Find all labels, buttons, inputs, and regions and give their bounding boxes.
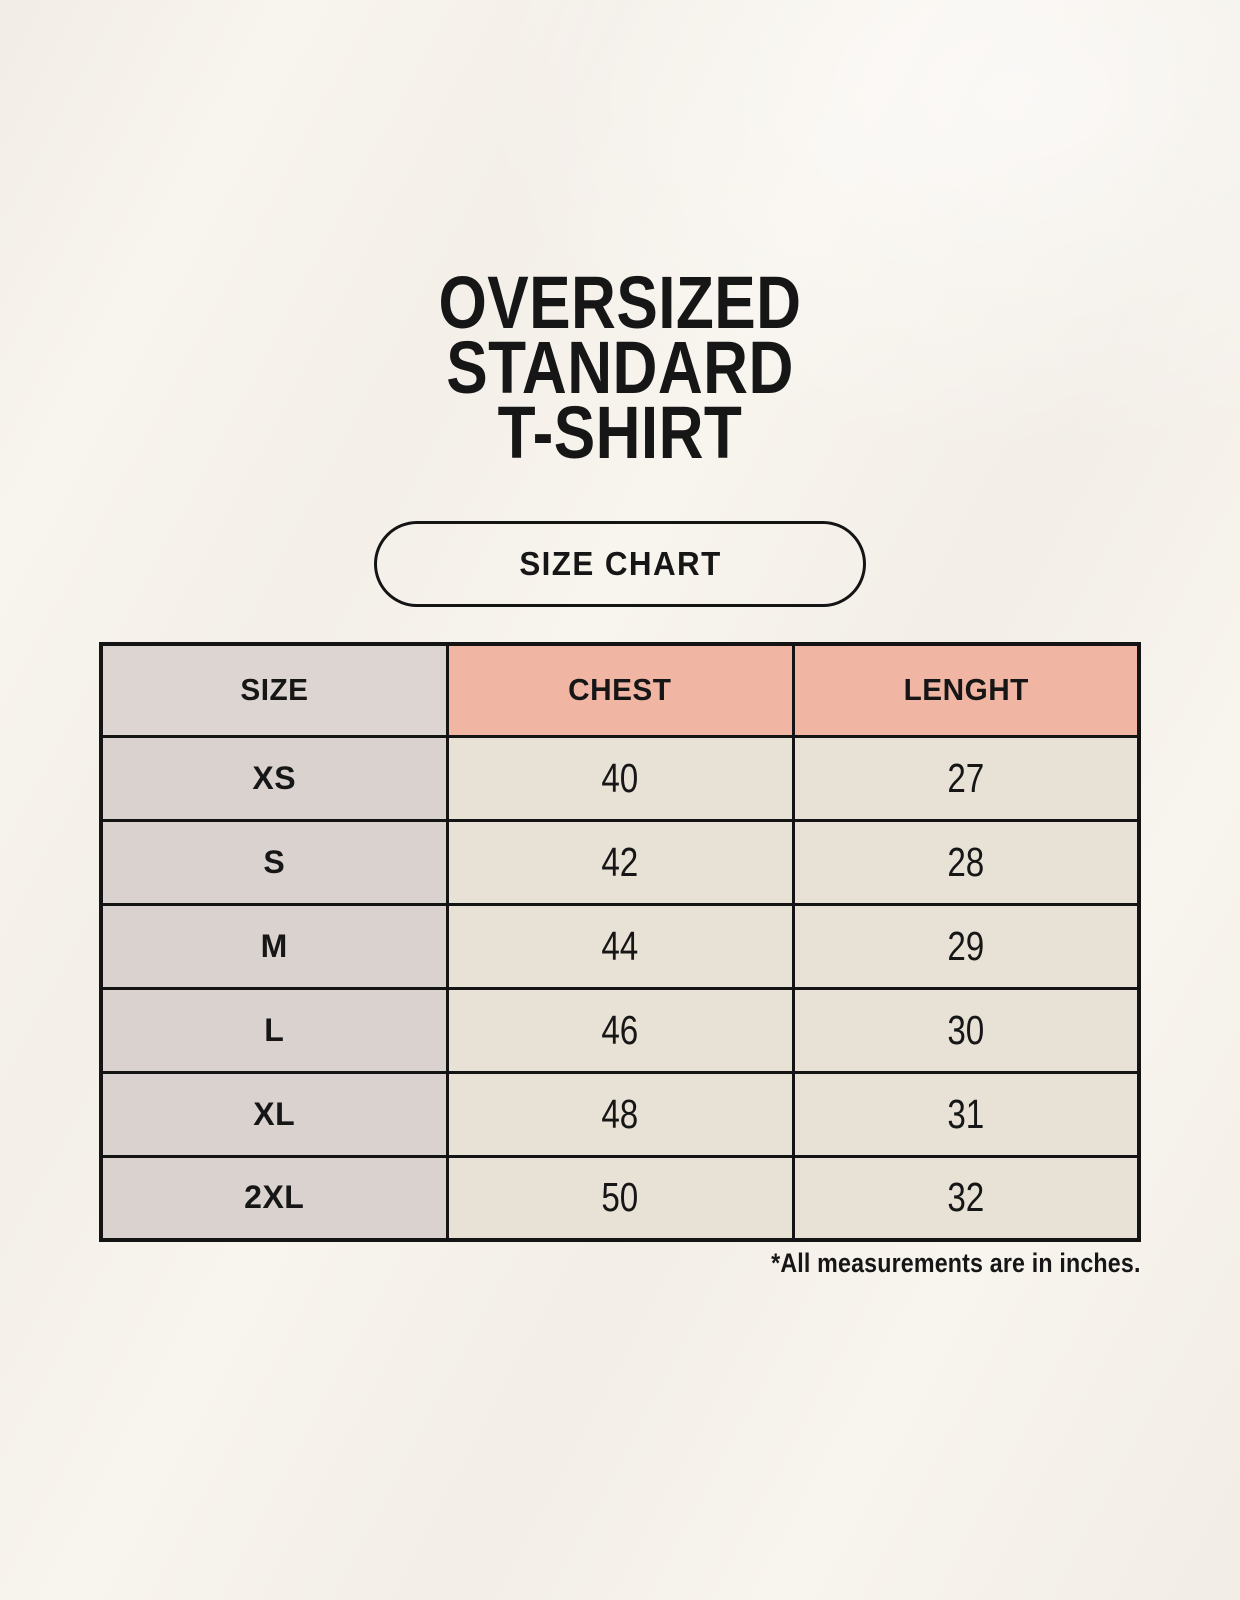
table-body: XS 40 27 S 42 28 M 44 29 L 46 30 XL 48: [99, 734, 1141, 1242]
measurements-footnote: *All measurements are in inches.: [771, 1248, 1141, 1278]
length-value: 31: [791, 1070, 1141, 1158]
chest-value: 42: [445, 818, 795, 906]
length-value: 32: [791, 1154, 1141, 1242]
length-value: 29: [791, 902, 1141, 990]
row-size-label: S: [99, 818, 449, 906]
title-line-1: OVERSIZED: [438, 261, 802, 344]
chest-value: 50: [445, 1154, 795, 1242]
title-line-2: STANDARD: [446, 326, 794, 409]
row-size-label: L: [99, 986, 449, 1074]
header-cell-size: SIZE: [99, 642, 449, 738]
table-header: SIZE CHEST LENGHT: [99, 642, 1141, 738]
table-row: L 46 30: [99, 986, 1141, 1074]
row-size-label: XL: [99, 1070, 449, 1158]
header-cell-chest: CHEST: [445, 642, 795, 738]
size-chart-table: SIZE CHEST LENGHT XS 40 27 S 42 28 M 44 …: [99, 642, 1141, 1242]
table-row: XL 48 31: [99, 1070, 1141, 1158]
length-value: 28: [791, 818, 1141, 906]
size-chart-badge: SIZE CHART: [374, 521, 866, 607]
page-title: OVERSIZED STANDARD T-SHIRT: [0, 261, 1240, 474]
header-label-lenght: LENGHT: [903, 672, 1029, 708]
table-row: 2XL 50 32: [99, 1154, 1141, 1242]
chest-value: 46: [445, 986, 795, 1074]
table-header-row: SIZE CHEST LENGHT: [99, 642, 1141, 738]
table-row: M 44 29: [99, 902, 1141, 990]
row-size-label: XS: [99, 734, 449, 822]
table-row: XS 40 27: [99, 734, 1141, 822]
row-size-label: 2XL: [99, 1154, 449, 1242]
header-cell-lenght: LENGHT: [791, 642, 1141, 738]
chest-value: 44: [445, 902, 795, 990]
chest-value: 48: [445, 1070, 795, 1158]
chest-value: 40: [445, 734, 795, 822]
length-value: 30: [791, 986, 1141, 1074]
row-size-label: M: [99, 902, 449, 990]
length-value: 27: [791, 734, 1141, 822]
table-row: S 42 28: [99, 818, 1141, 906]
header-label-chest: CHEST: [568, 672, 672, 708]
title-line-3: T-SHIRT: [497, 391, 743, 474]
size-chart-badge-label: SIZE CHART: [518, 545, 722, 582]
header-label-size: SIZE: [240, 672, 309, 708]
